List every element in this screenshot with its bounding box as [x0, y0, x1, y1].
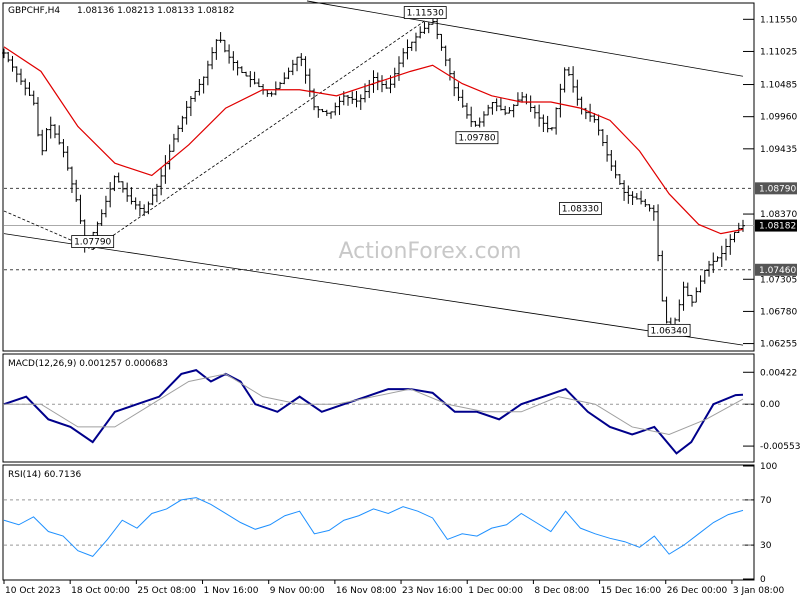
- level-tag-label: 1.08790: [759, 184, 796, 194]
- symbol-label: GBPCHF,H4: [8, 6, 60, 16]
- macd-layer: 0.00422 0.00 -0.00553: [3, 368, 800, 455]
- price-annotation-label: 1.07790: [74, 238, 111, 248]
- price-layer: 1.11550 1.11025 1.10485 1.09960 1.09435 1.083…: [2, 0, 797, 350]
- channel-line: [306, 0, 744, 77]
- rsi-ytick-label: 70: [760, 496, 772, 506]
- price-ytick-label: 1.10485: [760, 81, 797, 91]
- xtick-label: 16 Nov 08:00: [336, 586, 397, 596]
- xtick-label: 10 Oct 2023: [5, 586, 61, 596]
- macd-ytick-label: 0.00: [760, 400, 780, 410]
- current-price-label: 1.08182: [759, 222, 796, 232]
- level-tag: [755, 263, 797, 276]
- price-annotation-label: 1.08330: [562, 204, 599, 214]
- macd-label: MACD(12,26,9) 0.001257 0.000683: [8, 359, 168, 369]
- macd-ytick-label: -0.00553: [760, 442, 800, 452]
- price-annotation-label: 1.06340: [650, 326, 687, 336]
- price-annotation-box: [455, 131, 499, 145]
- price-ytick-label: 1.08370: [760, 210, 797, 220]
- price-annotation-label: 1.09780: [458, 134, 495, 144]
- price-annotation-box: [403, 6, 447, 19]
- xtick-label: 8 Dec 08:00: [534, 586, 589, 596]
- macd-panel: [2, 353, 755, 463]
- rsi-layer: 100 70 30 0: [3, 462, 777, 585]
- moving-average-line: [3, 46, 744, 235]
- trend-line: [92, 20, 426, 250]
- price-ytick-label: 1.09435: [760, 145, 797, 155]
- price-ytick-label: 1.06255: [760, 340, 797, 350]
- price-annotation-box: [559, 202, 602, 215]
- xtick-label: 26 Dec 00:00: [667, 586, 728, 596]
- xtick-label: 18 Oct 00:00: [71, 586, 130, 596]
- price-annotation-box: [71, 235, 115, 248]
- level-tag: [755, 182, 797, 195]
- rsi-ytick-label: 100: [760, 462, 777, 472]
- current-price-tag: [755, 219, 797, 232]
- channel-line: [3, 233, 744, 346]
- xtick-label: 1 Dec 00:00: [468, 586, 523, 596]
- xtick-label: 23 Nov 16:00: [402, 586, 463, 596]
- rsi-panel: [2, 464, 755, 581]
- level-tag-label: 1.07460: [759, 266, 796, 276]
- rsi-ytick-label: 0: [760, 575, 766, 585]
- macd-line: [3, 369, 744, 455]
- price-ytick-label: 1.06780: [760, 307, 797, 317]
- price-annotation-box: [647, 323, 691, 337]
- rsi-label: RSI(14) 60.7136: [8, 470, 81, 480]
- xtick-label: 15 Dec 16:00: [601, 586, 662, 596]
- macd-ytick-label: 0.00422: [760, 368, 797, 378]
- xtick-label: 1 Nov 16:00: [204, 586, 259, 596]
- watermark: ActionForex.com: [339, 239, 522, 264]
- ohlc-label: 1.08136 1.08213 1.08133 1.08182: [77, 6, 234, 16]
- xtick-label: 9 Nov 00:00: [270, 586, 325, 596]
- price-ytick-label: 1.07305: [760, 275, 797, 285]
- xtick-label: 3 Jan 08:00: [733, 586, 785, 596]
- xtick-label: 25 Oct 08:00: [137, 586, 196, 596]
- price-annotation-label: 1.11530: [407, 9, 444, 19]
- rsi-line: [3, 497, 744, 557]
- rsi-ytick-label: 30: [760, 541, 772, 551]
- price-ytick-label: 1.09960: [760, 113, 797, 123]
- price-panel: [2, 2, 755, 352]
- macd-signal-line: [4, 373, 744, 436]
- price-ytick-label: 1.11025: [760, 47, 797, 57]
- price-ytick-label: 1.11550: [760, 15, 797, 25]
- x-axis: 10 Oct 2023 18 Oct 00:00 25 Oct 08:00 1 Nov…: [3, 580, 785, 596]
